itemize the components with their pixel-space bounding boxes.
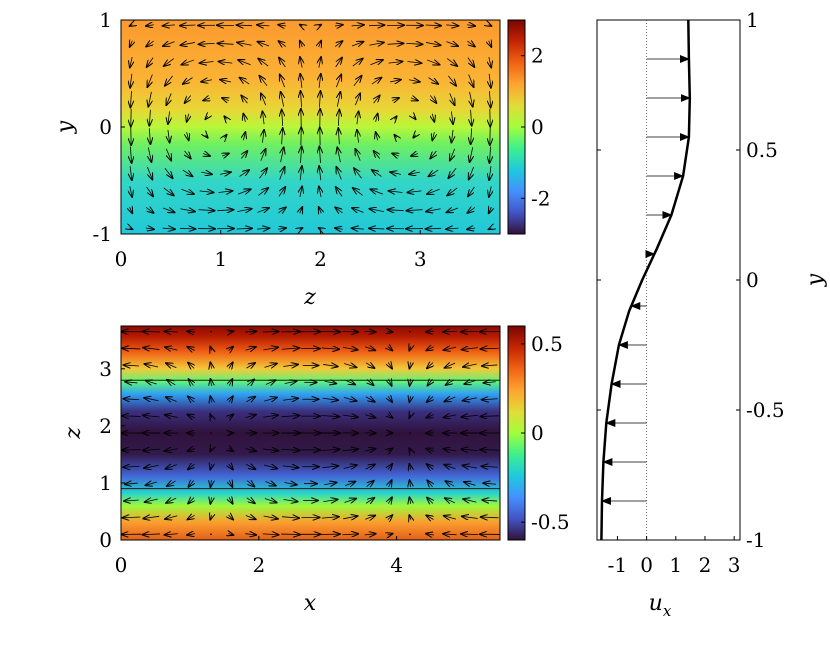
- profile-x-tick-label: -1: [608, 553, 627, 577]
- top-field: [121, 20, 500, 234]
- profile-xlabel-main: u: [649, 591, 663, 616]
- profile-x-tick-label: 3: [728, 553, 741, 577]
- quiver-arrow: [342, 331, 358, 332]
- profile-x-tick-label: 0: [640, 553, 653, 577]
- quiver-dot: [409, 533, 411, 535]
- profile-y-tick-label: 0.5: [746, 138, 778, 162]
- profile-arrows: [602, 59, 690, 501]
- top-colorbar-tick-label: -2: [531, 186, 550, 210]
- quiver-dot: [409, 432, 411, 434]
- bottom-x-ticks: 0 2 4: [115, 536, 403, 577]
- top-x-tick-label: 1: [214, 247, 227, 271]
- top-colorbar-tick-label: 0: [531, 115, 544, 139]
- bottom-x-tick-label: 4: [390, 553, 403, 577]
- quiver-dot: [409, 331, 411, 333]
- profile-ylabel: y: [803, 273, 828, 287]
- profile-xlabel-sub: x: [663, 602, 672, 620]
- bottom-y-tick-label: 0: [99, 528, 112, 552]
- profile-y-tick-label: 0: [746, 268, 759, 292]
- profile-y-tick-label: 1: [746, 8, 759, 32]
- quiver-arrow: [122, 450, 141, 451]
- bottom-y-tick-label: 2: [99, 414, 112, 438]
- top-y-tick-label: 0: [99, 115, 112, 139]
- bottom-colorbar-tick-label: -0.5: [531, 510, 570, 534]
- top-x-ticks: 0 1 2 3: [115, 230, 427, 271]
- quiver-dot: [210, 331, 212, 333]
- top-x-tick-label: 2: [314, 247, 327, 271]
- profile-xlabel: ux: [649, 591, 672, 620]
- quiver-dot: [210, 533, 212, 535]
- quiver-arrow: [263, 331, 279, 332]
- top-ylabel: y: [53, 120, 78, 134]
- bottom-y-tick-label: 3: [99, 357, 112, 381]
- bottom-xlabel: x: [304, 591, 317, 616]
- profile-x-tick-label: 2: [699, 553, 712, 577]
- bottom-panel: 0 2 4 0 1 2 3 x z 0.5 0 -0.5: [61, 326, 570, 616]
- bottom-x-tick-label: 2: [252, 553, 265, 577]
- bottom-colorbar-tick-label: 0: [531, 421, 544, 445]
- profile-y-tick-label: -1: [746, 528, 765, 552]
- top-y-tick-label: -1: [93, 222, 112, 246]
- bottom-colorbar-tick-label: 0.5: [531, 332, 563, 356]
- top-x-tick-label: 0: [115, 247, 128, 271]
- bottom-ylabel: z: [61, 427, 86, 440]
- profile-y-tick-label: -0.5: [746, 398, 785, 422]
- profile-x-tick-label: 1: [669, 553, 682, 577]
- top-colorbar-tick-label: 2: [531, 44, 544, 68]
- quiver-dot: [210, 432, 212, 434]
- bottom-x-tick-label: 0: [115, 553, 128, 577]
- bottom-y-tick-label: 1: [99, 471, 112, 495]
- top-x-tick-label: 3: [414, 247, 427, 271]
- top-xlabel: z: [303, 285, 316, 310]
- top-y-tick-label: 1: [99, 8, 112, 32]
- quiver-arrow: [480, 450, 499, 451]
- top-y-ticks: -1 0 1: [93, 8, 125, 246]
- bottom-colorbar-ticks: 0.5 0 -0.5: [521, 332, 570, 534]
